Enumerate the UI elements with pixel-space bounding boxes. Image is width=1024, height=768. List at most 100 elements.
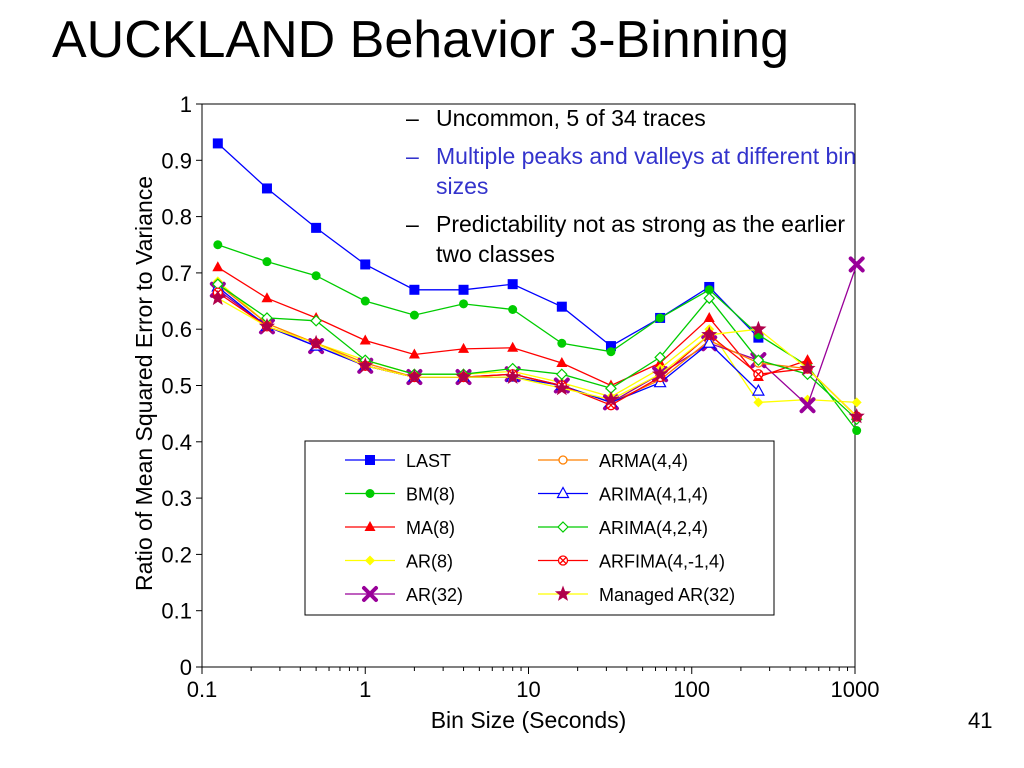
series-line	[217, 297, 858, 417]
series-line	[217, 244, 858, 431]
data-point	[606, 347, 616, 357]
data-point	[357, 357, 374, 373]
legend-label: BM(8)	[406, 485, 455, 505]
legend-label: AR(8)	[406, 552, 453, 572]
data-point	[409, 284, 420, 295]
data-point	[409, 310, 419, 320]
legend-label: ARFIMA(4,-1,4)	[599, 552, 725, 572]
page-number: 41	[968, 708, 993, 733]
y-tick-label: 0.6	[161, 317, 192, 342]
data-point	[802, 354, 814, 365]
data-point	[308, 334, 325, 351]
data-point	[553, 379, 570, 396]
data-point	[504, 368, 521, 384]
y-tick-label: 0.1	[161, 599, 192, 624]
data-point	[605, 341, 616, 352]
legend-label: ARIMA(4,1,4)	[599, 485, 708, 505]
legend-swatch-marker	[558, 455, 568, 465]
legend-label: Managed AR(32)	[599, 585, 735, 605]
data-point	[702, 336, 716, 348]
x-tick-label: 1	[359, 677, 371, 702]
data-point	[507, 279, 518, 290]
y-tick-label: 0	[180, 655, 192, 680]
data-point	[701, 326, 718, 342]
data-point	[261, 292, 273, 303]
legend-label: AR(32)	[406, 585, 463, 605]
data-point	[557, 338, 567, 348]
x-tick-label: 0.1	[187, 677, 218, 702]
data-point	[753, 369, 764, 380]
y-tick-label: 0.3	[161, 486, 192, 511]
x-tick-label: 10	[516, 677, 540, 702]
y-tick-label: 0.7	[161, 261, 192, 286]
bullet-item: – Predictability not as strong as the ea…	[406, 209, 866, 269]
data-point	[654, 351, 666, 364]
y-tick-label: 0.2	[161, 542, 192, 567]
data-point	[799, 360, 816, 376]
bullet-list: – Uncommon, 5 of 34 traces – Multiple pe…	[406, 103, 866, 277]
data-point	[209, 289, 226, 306]
data-point	[750, 320, 767, 337]
data-point	[458, 284, 469, 295]
data-point	[261, 183, 272, 194]
legend-swatch-marker	[557, 521, 569, 533]
data-point	[212, 261, 224, 272]
data-point	[311, 222, 322, 233]
x-axis-label: Bin Size (Seconds)	[431, 707, 627, 733]
data-point	[851, 397, 862, 408]
data-point	[848, 256, 865, 273]
series-line	[217, 292, 858, 417]
bullet-text: Uncommon, 5 of 34 traces	[436, 105, 706, 131]
data-point	[360, 296, 370, 306]
legend-swatch-marker	[365, 455, 375, 465]
data-point	[458, 342, 470, 353]
marker-cross	[754, 370, 762, 378]
series-line	[217, 286, 759, 404]
data-point	[704, 285, 714, 295]
data-point	[848, 408, 865, 424]
x-tick-label: 100	[673, 677, 710, 702]
data-point	[753, 397, 764, 408]
data-point	[751, 383, 765, 396]
bullet-text: Predictability not as strong as the earl…	[436, 211, 846, 267]
y-tick-label: 1	[180, 92, 192, 117]
legend: LAST BM(8) MA(8) AR(8) AR(32) ARMA(4,4) ARIMA(…	[304, 440, 775, 616]
data-point	[213, 240, 223, 250]
legend-swatch-marker	[365, 555, 375, 566]
data-point	[655, 313, 665, 323]
marker-stroke	[848, 256, 865, 273]
data-point	[262, 257, 272, 267]
bullet-marker: –	[406, 143, 419, 169]
x-tick-label: 1000	[831, 677, 880, 702]
data-point	[556, 301, 567, 312]
data-point	[703, 311, 715, 322]
y-tick-label: 0.9	[161, 148, 192, 173]
data-point	[703, 292, 716, 305]
data-point	[508, 304, 518, 314]
data-point	[752, 354, 765, 367]
slide-title: AUCKLAND Behavior 3-Binning	[52, 11, 790, 69]
data-point	[311, 271, 321, 281]
legend-label: ARIMA(4,2,4)	[599, 518, 708, 538]
data-point	[258, 317, 275, 334]
data-point	[507, 341, 519, 352]
bullet-marker: –	[406, 105, 419, 131]
series-line	[217, 283, 858, 420]
data-point	[602, 391, 619, 407]
data-point	[212, 138, 223, 149]
legend-label: LAST	[406, 451, 451, 471]
bullet-item: – Uncommon, 5 of 34 traces	[406, 103, 866, 133]
data-point	[360, 259, 371, 270]
data-point	[799, 397, 816, 414]
legend-box	[304, 440, 775, 616]
series-managed-ar-32-	[209, 289, 865, 424]
data-point	[852, 426, 862, 436]
y-tick-label: 0.8	[161, 205, 192, 230]
legend-label: MA(8)	[406, 518, 455, 538]
data-point	[310, 314, 322, 327]
bullet-item: – Multiple peaks and valleys at differen…	[406, 141, 866, 201]
data-point	[408, 348, 420, 359]
marker-cross	[559, 557, 567, 564]
legend-swatch-marker	[362, 586, 378, 602]
